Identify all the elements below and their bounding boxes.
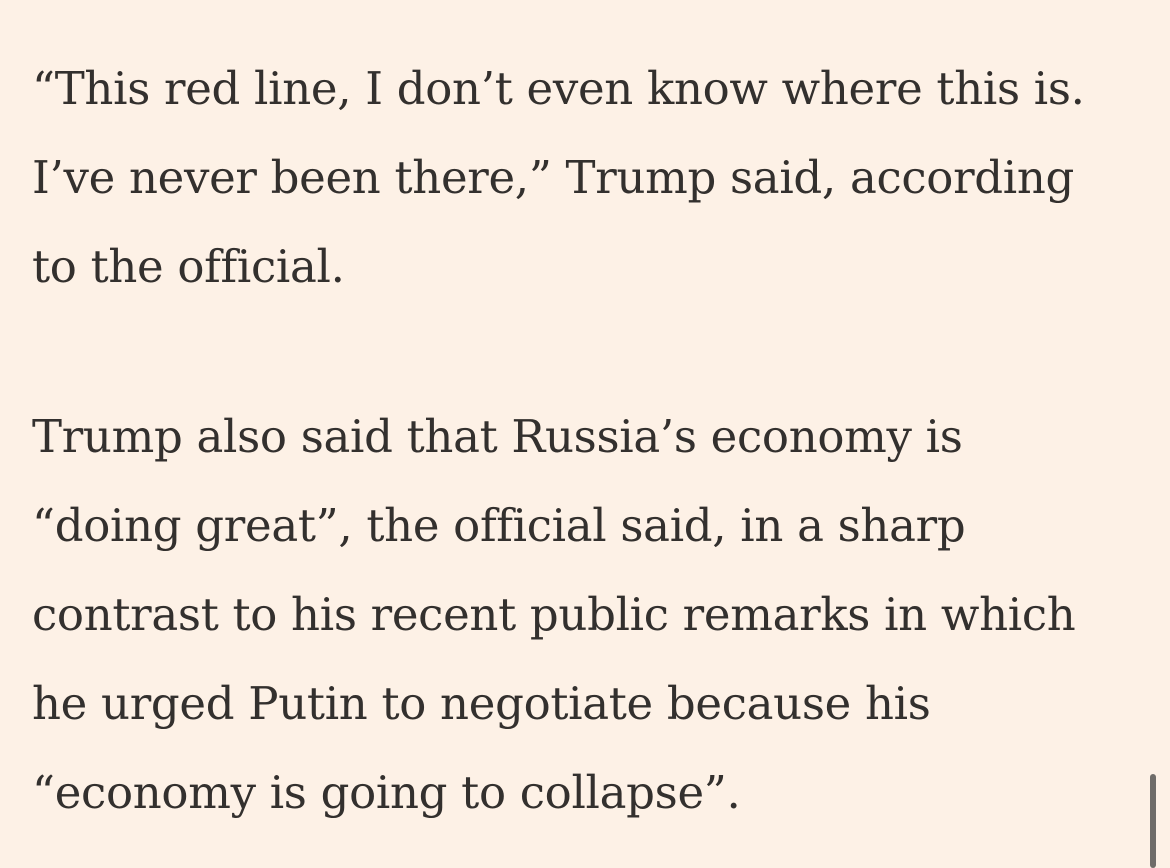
paragraph-line: “doing great”, the official said, in a s… xyxy=(32,499,966,552)
article-body: “This red line, I don’t even know where … xyxy=(32,44,1142,837)
vertical-scrollbar[interactable] xyxy=(1150,774,1156,868)
paragraph-line: I’ve never been there,” Trump said, acco… xyxy=(32,151,1075,204)
paragraph-line: “This red line, I don’t even know where … xyxy=(32,62,1085,115)
paragraph-line: he urged Putin to negotiate because his xyxy=(32,677,931,730)
article-paragraph: “This red line, I don’t even know where … xyxy=(32,44,1142,311)
paragraph-line: Trump also said that Russia’s economy is xyxy=(32,410,963,463)
paragraph-line: “economy is going to collapse”. xyxy=(32,766,741,819)
article-paragraph: Trump also said that Russia’s economy is… xyxy=(32,392,1142,837)
paragraph-line: contrast to his recent public remarks in… xyxy=(32,588,1076,641)
paragraph-line: to the official. xyxy=(32,240,345,293)
